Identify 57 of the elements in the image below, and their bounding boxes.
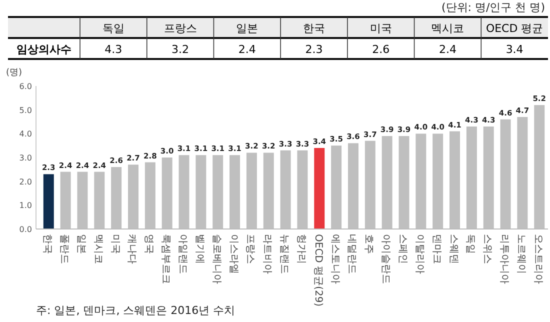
x-tick-label: 폴란드 bbox=[58, 234, 70, 264]
y-tick-label: 4.0 bbox=[19, 130, 32, 139]
x-tick-label: 라트비아 bbox=[262, 234, 273, 274]
y-tick-label: 0.0 bbox=[19, 225, 32, 234]
x-tick-label: 멕시코 bbox=[92, 234, 104, 264]
x-tick-label: 벨기에 bbox=[194, 234, 205, 264]
x-tick-label: 노르웨이 bbox=[515, 234, 526, 274]
x-tick-label: OECD 평균(29) bbox=[312, 234, 324, 307]
x-tick-label: 리투아니아 bbox=[498, 234, 510, 284]
data-label: 3.4 bbox=[506, 43, 524, 56]
x-tick-label: 미국 bbox=[109, 234, 120, 254]
text: 주: 일본, 덴마크, 스웨덴은 2016년 수치 bbox=[36, 304, 236, 317]
x-tick-label: 이탈리아 bbox=[414, 234, 425, 274]
category-label: 프랑스 bbox=[164, 22, 197, 35]
y-tick-label: 2.0 bbox=[19, 177, 32, 186]
category-label: 멕시코 bbox=[431, 22, 464, 35]
x-tick-label: 덴마크 bbox=[430, 234, 442, 264]
y-tick-label: 1.0 bbox=[19, 201, 32, 210]
x-tick-label: 슬로베니아 bbox=[210, 234, 222, 284]
x-tick-label: 이스라엘 bbox=[228, 234, 239, 274]
y-tick-label: 6.0 bbox=[19, 82, 32, 91]
x-tick-label: 오스트리아 bbox=[532, 234, 544, 284]
x-tick-label: 일본 bbox=[75, 234, 86, 254]
x-tick-label: 룩셈부르크 bbox=[160, 234, 172, 284]
x-tick-label: 스웨덴 bbox=[448, 234, 459, 264]
x-tick-label: 독일 bbox=[464, 234, 476, 254]
x-tick-label: 스위스 bbox=[482, 234, 493, 264]
category-label: 미국 bbox=[370, 22, 392, 35]
y-tick-label: 5.0 bbox=[19, 106, 32, 115]
bar bbox=[43, 174, 54, 229]
category-label: 한국 bbox=[303, 22, 325, 35]
x-tick-label: 호주 bbox=[363, 234, 374, 254]
data-label: 2.6 bbox=[372, 43, 390, 56]
data-label: 2.4 bbox=[238, 43, 256, 56]
category-label: 일본 bbox=[236, 22, 258, 35]
bar bbox=[314, 148, 325, 229]
category-label: OECD 평균 bbox=[486, 22, 544, 35]
x-tick-label: 아이슬란드 bbox=[380, 234, 392, 284]
x-tick-label: 아일랜드 bbox=[177, 234, 188, 274]
data-label: 4.3 bbox=[104, 43, 122, 56]
x-tick-label: 영국 bbox=[143, 234, 154, 254]
data-label: 2.4 bbox=[438, 43, 456, 56]
x-tick-label: 헝가리 bbox=[295, 234, 306, 264]
data-label: 2.3 bbox=[305, 43, 323, 56]
x-tick-label: 한국 bbox=[42, 234, 53, 254]
y-tick-label: 3.0 bbox=[19, 154, 32, 162]
x-tick-label: 에스토니아 bbox=[329, 234, 340, 284]
data-label: 3.2 bbox=[172, 43, 190, 56]
x-tick-label: 뉴질랜드 bbox=[278, 234, 290, 274]
x-tick-label: 스페인 bbox=[396, 234, 408, 264]
x-tick-label: 캐나다 bbox=[126, 234, 138, 264]
x-tick-label: 네덜란드 bbox=[346, 234, 358, 274]
text: (단위: 명/인구 천 명) bbox=[442, 1, 545, 14]
x-tick-label: 프랑스 bbox=[244, 234, 256, 264]
y-axis-title: (명) bbox=[6, 68, 22, 78]
text: 임상의사수 bbox=[16, 43, 72, 56]
category-label: 독일 bbox=[102, 22, 124, 35]
